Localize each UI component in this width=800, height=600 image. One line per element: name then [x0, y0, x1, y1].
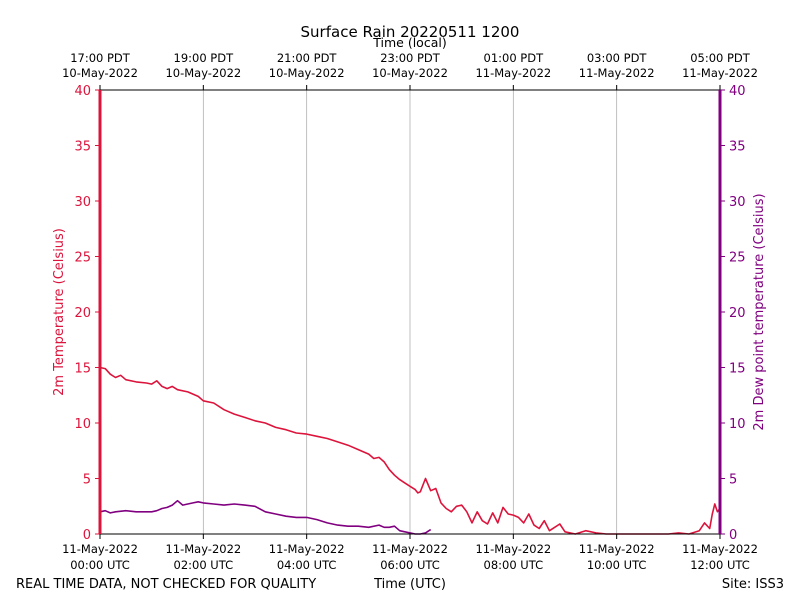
bottom-x-tick-time: 08:00 UTC — [484, 558, 544, 572]
bottom-x-tick-date: 11-May-2022 — [682, 542, 758, 556]
footer-quality-note: REAL TIME DATA, NOT CHECKED FOR QUALITY — [16, 577, 316, 592]
x-axis-label: Time (UTC) — [373, 577, 446, 592]
top-x-tick-date: 10-May-2022 — [62, 66, 138, 80]
right-y-tick-label: 0 — [729, 528, 737, 543]
right-y-tick-label: 10 — [729, 417, 746, 432]
top-x-tick-time: 23:00 PDT — [380, 51, 441, 65]
right-y-tick-label: 15 — [729, 362, 746, 377]
top-x-tick-time: 03:00 PDT — [587, 51, 648, 65]
right-y-tick-label: 25 — [729, 251, 746, 266]
bottom-x-tick-time: 04:00 UTC — [277, 558, 337, 572]
top-x-tick-date: 11-May-2022 — [475, 66, 551, 80]
bottom-x-tick-time: 10:00 UTC — [587, 558, 647, 572]
top-x-tick-date: 11-May-2022 — [579, 66, 655, 80]
footer-site: Site: ISS3 — [722, 577, 784, 592]
bottom-x-tick-date: 11-May-2022 — [372, 542, 448, 556]
left-y-axis: 0 5 10 15 20 25 30 35 40 — [74, 84, 100, 543]
left-y-tick-label: 30 — [74, 195, 91, 210]
top-x-tick-time: 21:00 PDT — [277, 51, 338, 65]
bottom-x-tick-time: 02:00 UTC — [174, 558, 234, 572]
right-y-axis: 0 5 10 15 20 25 30 35 40 — [720, 84, 746, 543]
left-y-tick-label: 35 — [74, 140, 91, 155]
bottom-x-tick-date: 11-May-2022 — [475, 542, 551, 556]
top-x-tick-date: 10-May-2022 — [269, 66, 345, 80]
top-x-tick-time: 01:00 PDT — [484, 51, 545, 65]
bottom-x-tick-date: 11-May-2022 — [579, 542, 655, 556]
bottom-x-tick-time: 06:00 UTC — [380, 558, 440, 572]
bottom-x-tick-time: 12:00 UTC — [690, 558, 750, 572]
bottom-x-axis: 11-May-2022 00:00 UTC 11-May-2022 02:00 UTC… — [62, 534, 758, 572]
top-axis-label: Time (local) — [372, 35, 446, 50]
left-y-tick-label: 40 — [74, 84, 91, 99]
left-y-tick-label: 15 — [74, 362, 91, 377]
top-x-tick-date: 11-May-2022 — [682, 66, 758, 80]
top-x-tick-time: 17:00 PDT — [70, 51, 131, 65]
top-x-tick-time: 05:00 PDT — [690, 51, 751, 65]
left-y-tick-label: 20 — [74, 306, 91, 321]
right-y-tick-label: 30 — [729, 195, 746, 210]
left-y-tick-label: 0 — [83, 528, 91, 543]
top-x-tick-date: 10-May-2022 — [165, 66, 241, 80]
left-y-tick-label: 25 — [74, 251, 91, 266]
left-y-tick-label: 5 — [83, 473, 91, 488]
bottom-x-tick-time: 00:00 UTC — [70, 558, 130, 572]
right-axis-label: 2m Dew point temperature (Celsius) — [752, 193, 767, 430]
bottom-x-tick-date: 11-May-2022 — [269, 542, 345, 556]
top-x-tick-time: 19:00 PDT — [174, 51, 235, 65]
right-y-tick-label: 40 — [729, 84, 746, 99]
chart-title: Surface Rain 20220511 1200 — [301, 23, 520, 41]
right-y-tick-label: 20 — [729, 306, 746, 321]
bottom-x-tick-date: 11-May-2022 — [165, 542, 241, 556]
right-y-tick-label: 5 — [729, 473, 737, 488]
right-y-tick-label: 35 — [729, 140, 746, 155]
left-y-tick-label: 10 — [74, 417, 91, 432]
left-axis-label: 2m Temperature (Celsius) — [52, 228, 67, 396]
grid-lines — [202, 90, 618, 534]
top-x-tick-date: 10-May-2022 — [372, 66, 448, 80]
bottom-x-tick-date: 11-May-2022 — [62, 542, 138, 556]
series-line-2m-dew-point-temperature — [99, 499, 432, 535]
